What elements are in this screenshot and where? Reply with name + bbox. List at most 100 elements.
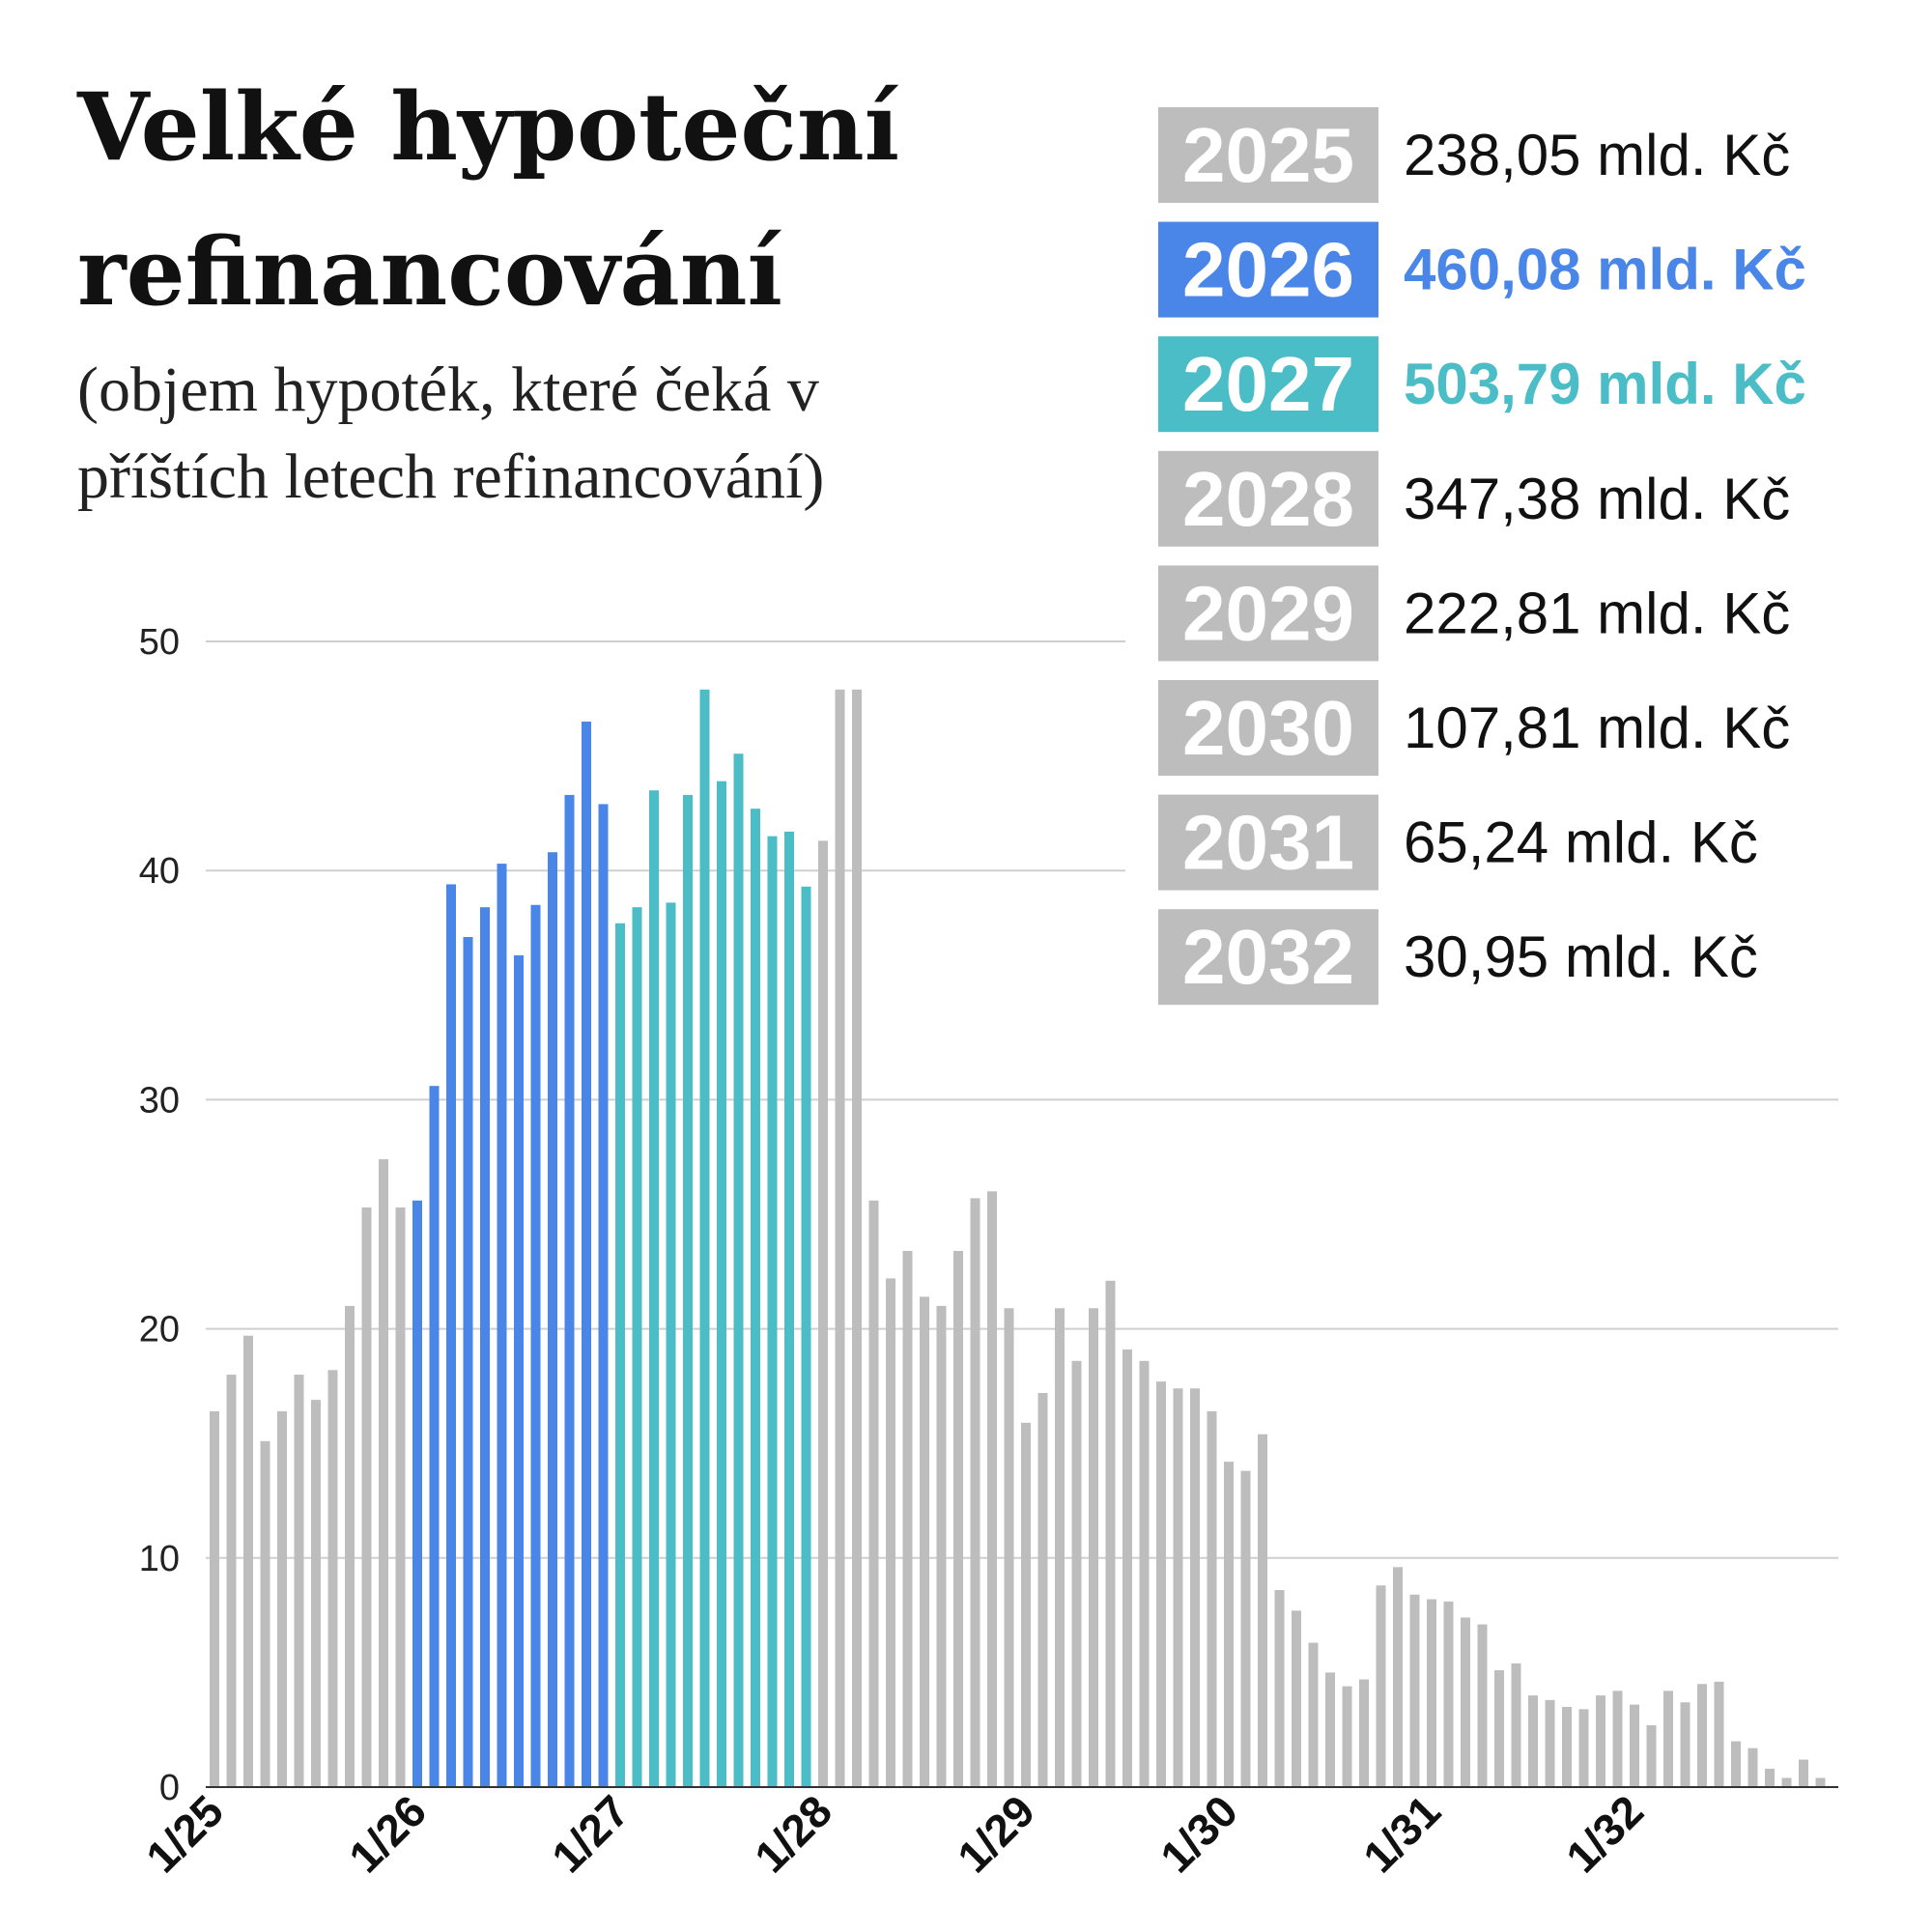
bar: [1342, 1686, 1352, 1787]
bar: [1781, 1777, 1792, 1787]
bar: [1494, 1670, 1504, 1787]
bar: [480, 907, 490, 1787]
bar: [970, 1198, 980, 1787]
bar: [1224, 1462, 1234, 1787]
bar: [1765, 1769, 1775, 1787]
bar: [1680, 1702, 1690, 1787]
bar: [1055, 1308, 1065, 1787]
bar: [953, 1250, 963, 1787]
bar: [649, 790, 659, 1788]
bar: [379, 1159, 388, 1787]
bar: [260, 1440, 270, 1787]
y-tick-label: 20: [139, 1310, 180, 1350]
bar: [1714, 1681, 1724, 1787]
bar: [1427, 1599, 1436, 1787]
legend-year: 2030: [1182, 685, 1354, 771]
y-tick-label: 10: [139, 1539, 180, 1579]
bar: [733, 753, 744, 1787]
bar: [1021, 1422, 1031, 1787]
bar: [666, 902, 676, 1787]
bar: [1258, 1434, 1267, 1787]
bar: [1562, 1706, 1572, 1787]
bar: [226, 1375, 237, 1787]
bar: [412, 1200, 422, 1787]
legend-swatch: [1158, 107, 1378, 203]
bar: [311, 1400, 321, 1787]
bar: [327, 1370, 338, 1787]
bar: [564, 794, 575, 1787]
bar: [1071, 1360, 1082, 1787]
bar: [395, 1207, 406, 1787]
y-tick-label: 50: [139, 622, 180, 663]
bar: [784, 831, 794, 1787]
legend-swatch: [1158, 450, 1378, 547]
bar: [1376, 1585, 1386, 1787]
bar: [835, 689, 845, 1787]
bar: [1240, 1470, 1251, 1787]
bar: [1207, 1410, 1217, 1787]
bar: [345, 1305, 355, 1787]
bar: [1646, 1724, 1657, 1787]
bar: [1004, 1308, 1014, 1787]
chart-title: refinancování: [77, 217, 782, 327]
chart-subtitle: příštích letech refinancování): [77, 441, 824, 512]
bar: [818, 840, 828, 1787]
bar: [497, 864, 507, 1787]
bar: [1173, 1388, 1183, 1787]
bar: [1612, 1690, 1623, 1787]
bar: [1156, 1381, 1166, 1787]
y-tick-label: 0: [159, 1768, 180, 1808]
bar: [1139, 1360, 1150, 1787]
bar: [717, 781, 726, 1787]
legend-swatch: [1158, 565, 1378, 662]
bar: [1443, 1601, 1454, 1787]
bar: [1697, 1684, 1707, 1787]
legend-total: 503,79 mld. Kč: [1404, 352, 1806, 416]
legend-year: 2029: [1182, 570, 1354, 656]
bar: [598, 804, 609, 1787]
bar: [886, 1278, 895, 1787]
bar: [1630, 1704, 1639, 1787]
legend-total: 65,24 mld. Kč: [1404, 810, 1758, 875]
bar: [920, 1296, 929, 1787]
bar: [1815, 1777, 1826, 1787]
bar: [1545, 1699, 1555, 1787]
bar: [548, 852, 557, 1787]
bar: [1731, 1741, 1741, 1787]
legend-total: 30,95 mld. Kč: [1404, 924, 1758, 989]
legend-total: 107,81 mld. Kč: [1404, 696, 1790, 760]
bar: [699, 689, 710, 1787]
bar: [936, 1305, 947, 1787]
legend-swatch: [1158, 680, 1378, 776]
chart-subtitle: (objem hypoték, které čeká v: [77, 355, 819, 425]
bar: [767, 836, 778, 1787]
bar: [1037, 1393, 1048, 1787]
legend-year: 2031: [1182, 800, 1354, 886]
bar: [429, 1086, 440, 1787]
legend-year: 2027: [1182, 341, 1354, 427]
bar: [1308, 1642, 1319, 1787]
bar: [582, 722, 591, 1787]
bar: [446, 884, 456, 1787]
bar: [1409, 1594, 1420, 1787]
legend-year: 2025: [1182, 112, 1354, 198]
bar: [463, 936, 473, 1787]
bar: [1105, 1280, 1116, 1787]
chart-title: Velké hypoteční: [76, 72, 899, 182]
bar: [1359, 1679, 1369, 1787]
bar: [987, 1191, 997, 1787]
bar: [1274, 1590, 1285, 1787]
bar: [801, 886, 811, 1787]
legend-year: 2032: [1182, 914, 1354, 1000]
bar: [1292, 1610, 1301, 1787]
bar: [294, 1375, 304, 1787]
bar: [530, 904, 541, 1787]
bar: [1528, 1695, 1538, 1787]
bar: [361, 1207, 372, 1787]
bar: [1325, 1672, 1335, 1787]
legend-total: 460,08 mld. Kč: [1404, 238, 1806, 302]
legend-year: 2028: [1182, 456, 1354, 542]
bar: [1578, 1709, 1589, 1787]
bar: [1122, 1349, 1132, 1787]
bar: [243, 1335, 253, 1787]
